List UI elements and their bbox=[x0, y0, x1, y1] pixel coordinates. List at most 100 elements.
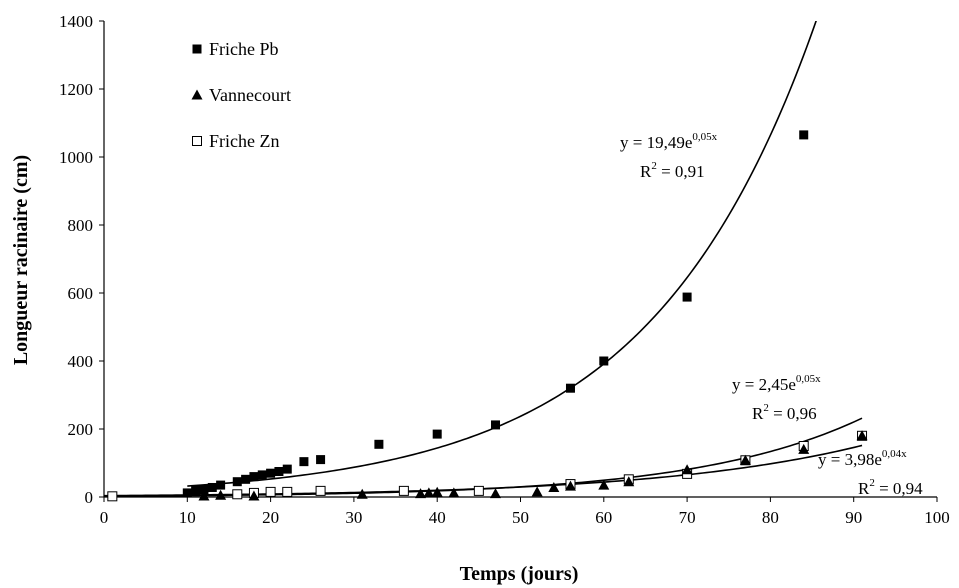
point-friche-pb bbox=[232, 477, 242, 487]
point-friche-zn bbox=[232, 489, 243, 500]
equation-friche-zn: y = 3,98e0,04x R2 = 0,94 bbox=[818, 448, 923, 498]
point-friche-pb bbox=[374, 439, 384, 449]
y-tick-label: 400 bbox=[68, 352, 94, 371]
point-vannecourt bbox=[798, 443, 810, 454]
point-vannecourt bbox=[564, 480, 576, 491]
equation-text: y = 19,49e bbox=[620, 133, 692, 152]
x-tick-label: 60 bbox=[595, 508, 612, 527]
point-friche-pb bbox=[182, 488, 192, 498]
point-friche-pb bbox=[299, 457, 309, 467]
point-friche-pb bbox=[207, 482, 217, 492]
point-vannecourt bbox=[248, 490, 260, 501]
point-vannecourt bbox=[415, 488, 427, 499]
x-axis-title: Temps (jours) bbox=[460, 563, 579, 585]
legend: Friche Pb Vannecourt Friche Zn bbox=[191, 39, 291, 151]
point-friche-pb bbox=[216, 480, 226, 490]
legend-marker bbox=[192, 44, 202, 54]
point-friche-zn bbox=[315, 485, 326, 496]
point-vannecourt bbox=[423, 487, 435, 498]
svg-text:y = 2,45e0,05x: y = 2,45e0,05x bbox=[732, 373, 821, 394]
point-friche-zn bbox=[398, 485, 409, 496]
point-friche-pb bbox=[249, 472, 259, 482]
equation-friche-pb: y = 19,49e0,05x R2 = 0,91 bbox=[620, 131, 718, 181]
legend-item-friche-pb: Friche Pb bbox=[192, 39, 279, 59]
point-friche-pb bbox=[282, 464, 292, 474]
equation-exponent: 0,05x bbox=[692, 131, 717, 143]
r2-value: = 0,91 bbox=[657, 162, 705, 181]
r2-prefix: R bbox=[858, 479, 870, 498]
point-vannecourt bbox=[198, 490, 210, 501]
r2-value: = 0,96 bbox=[769, 404, 817, 423]
legend-item-friche-zn: Friche Zn bbox=[192, 131, 279, 151]
svg-text:y = 19,49e0,05x: y = 19,49e0,05x bbox=[620, 131, 718, 152]
point-friche-pb bbox=[599, 356, 609, 366]
legend-label: Vannecourt bbox=[209, 85, 291, 105]
x-tick-label: 100 bbox=[924, 508, 950, 527]
point-friche-pb bbox=[199, 485, 209, 495]
x-tick-label: 80 bbox=[762, 508, 779, 527]
point-vannecourt bbox=[623, 476, 635, 487]
legend-label: Friche Zn bbox=[209, 131, 279, 151]
point-vannecourt bbox=[215, 489, 227, 500]
r2-prefix: R bbox=[640, 162, 652, 181]
x-tick-label: 40 bbox=[429, 508, 446, 527]
svg-text:R2 = 0,96: R2 = 0,96 bbox=[752, 402, 817, 423]
point-vannecourt bbox=[490, 488, 502, 499]
x-tick-label: 0 bbox=[100, 508, 109, 527]
fit-curve-friche-pb bbox=[187, 21, 817, 487]
point-vannecourt bbox=[739, 454, 751, 465]
svg-text:R2 = 0,94: R2 = 0,94 bbox=[858, 477, 923, 498]
x-tick-label: 30 bbox=[345, 508, 362, 527]
point-vannecourt bbox=[431, 486, 443, 497]
y-tick-label: 600 bbox=[68, 284, 94, 303]
data-points bbox=[107, 130, 868, 502]
x-tick-label: 90 bbox=[845, 508, 862, 527]
point-vannecourt bbox=[681, 464, 693, 475]
point-friche-pb bbox=[432, 429, 442, 439]
svg-text:y = 3,98e0,04x: y = 3,98e0,04x bbox=[818, 448, 907, 469]
axes: 0 10 20 30 40 50 60 70 80 90 100020040060080010001… bbox=[59, 12, 950, 527]
equation-exponent: 0,05x bbox=[796, 373, 821, 385]
r2-superscript: 2 bbox=[651, 160, 657, 172]
equation-text: y = 2,45e bbox=[732, 375, 796, 394]
legend-label: Friche Pb bbox=[209, 39, 279, 59]
point-vannecourt bbox=[598, 479, 610, 490]
x-tick-label: 70 bbox=[679, 508, 696, 527]
r2-superscript: 2 bbox=[869, 477, 875, 489]
point-friche-pb bbox=[266, 468, 276, 478]
point-friche-pb bbox=[682, 292, 692, 302]
point-friche-zn bbox=[265, 486, 276, 497]
point-friche-pb bbox=[191, 485, 201, 495]
equation-vannecourt: y = 2,45e0,05x R2 = 0,96 bbox=[732, 373, 821, 423]
point-friche-pb bbox=[491, 420, 501, 430]
point-vannecourt bbox=[548, 481, 560, 492]
y-tick-label: 800 bbox=[68, 216, 94, 235]
svg-text:R2 = 0,91: R2 = 0,91 bbox=[640, 160, 705, 181]
point-vannecourt bbox=[856, 430, 868, 441]
point-friche-pb bbox=[316, 455, 326, 465]
point-friche-pb bbox=[241, 474, 251, 484]
point-friche-pb bbox=[257, 470, 267, 480]
legend-marker bbox=[192, 136, 202, 146]
equation-exponent: 0,04x bbox=[882, 448, 907, 460]
legend-marker bbox=[191, 89, 203, 100]
x-tick-label: 50 bbox=[512, 508, 529, 527]
point-vannecourt bbox=[356, 488, 368, 499]
point-friche-zn bbox=[107, 491, 118, 502]
point-vannecourt bbox=[531, 486, 543, 497]
point-vannecourt bbox=[448, 487, 460, 498]
y-tick-label: 1400 bbox=[59, 12, 93, 31]
r2-prefix: R bbox=[752, 404, 764, 423]
point-friche-pb bbox=[565, 383, 575, 393]
y-tick-label: 1000 bbox=[59, 148, 93, 167]
x-tick-label: 20 bbox=[262, 508, 279, 527]
legend-item-vannecourt: Vannecourt bbox=[191, 85, 291, 105]
r2-value: = 0,94 bbox=[875, 479, 923, 498]
y-tick-label: 200 bbox=[68, 420, 94, 439]
x-tick-label: 10 bbox=[179, 508, 196, 527]
y-tick-label: 1200 bbox=[59, 80, 93, 99]
equation-text: y = 3,98e bbox=[818, 450, 882, 469]
y-axis-title: Longueur racinaire (cm) bbox=[10, 155, 32, 365]
point-friche-pb bbox=[274, 467, 284, 476]
